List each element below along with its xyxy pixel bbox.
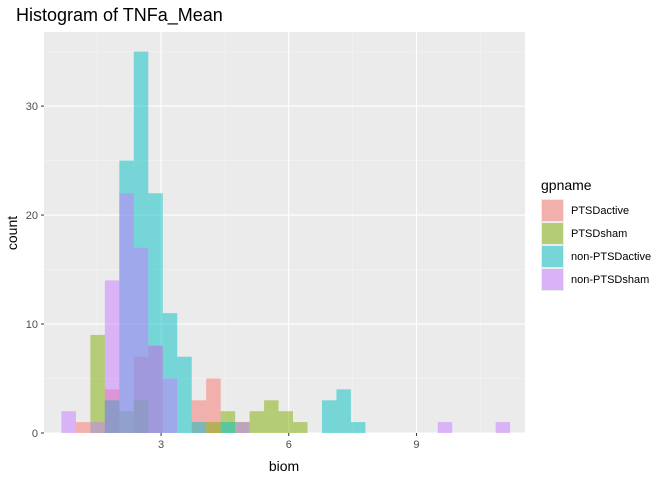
legend-title: gpname (541, 177, 592, 193)
bar-non-ptsdsham (437, 422, 453, 433)
bar-non-ptsdactive (350, 422, 366, 433)
bar-non-ptsdsham (495, 422, 511, 433)
x-axis-title: biom (269, 458, 299, 474)
minor-gridlines (44, 32, 525, 433)
x-axis-ticks: 3 6 9 (158, 433, 420, 451)
legend-label-non-ptsdsham: non-PTSDsham (571, 274, 649, 286)
x-tick-label: 3 (158, 439, 164, 451)
bar-non-ptsdactive (321, 400, 337, 433)
legend-swatch-ptsdactive (542, 200, 563, 221)
bar-non-ptsdactive (177, 356, 192, 433)
y-tick-label: 0 (32, 428, 38, 440)
bar-non-ptsdsham (148, 345, 163, 433)
bar-ptsdsham (278, 411, 294, 433)
legend-label-ptsdactive: PTSDactive (571, 205, 629, 217)
bar-ptsdsham (90, 334, 105, 433)
y-tick-label: 30 (26, 101, 38, 113)
bar-ptsdsham (293, 422, 308, 433)
bar-non-ptsdsham (61, 411, 76, 433)
bar-non-ptsdsham (235, 422, 250, 433)
bar-non-ptsdsham (90, 422, 105, 433)
histogram-bars (61, 51, 511, 433)
bar-ptsdactive (75, 422, 91, 433)
bar-ptsdsham (264, 400, 279, 433)
legend-swatch-ptsdsham (542, 223, 563, 244)
legend-swatch-non-ptsdactive (542, 246, 563, 267)
legend: gpname PTSDactive PTSDsham non-PTSDactive n… (541, 177, 651, 291)
bar-ptsdsham (206, 422, 221, 433)
legend-items: PTSDactive PTSDsham non-PTSDactive non-PTSD… (541, 199, 651, 291)
bar-non-ptsdsham (119, 193, 134, 433)
bar-non-ptsdactive (336, 389, 351, 433)
x-tick-label: 9 (413, 439, 419, 451)
bar-non-ptsdactive (191, 422, 207, 433)
x-tick-label: 6 (286, 439, 292, 451)
y-tick-label: 10 (26, 319, 38, 331)
y-axis-title: count (4, 216, 20, 250)
legend-label-ptsdsham: PTSDsham (571, 228, 627, 240)
y-tick-label: 20 (26, 210, 38, 222)
y-axis-ticks: 0 10 20 30 (26, 101, 44, 440)
chart-title: Histogram of TNFa_Mean (16, 5, 223, 26)
legend-label-non-ptsdactive: non-PTSDactive (571, 251, 651, 263)
legend-swatch-non-ptsdsham (542, 269, 563, 290)
bar-non-ptsdactive (220, 422, 236, 433)
bar-non-ptsdsham (133, 247, 149, 433)
bar-non-ptsdsham (104, 280, 120, 433)
bar-ptsdsham (249, 411, 265, 433)
bar-ptsdactive (206, 378, 221, 433)
bar-non-ptsdsham (162, 378, 178, 433)
